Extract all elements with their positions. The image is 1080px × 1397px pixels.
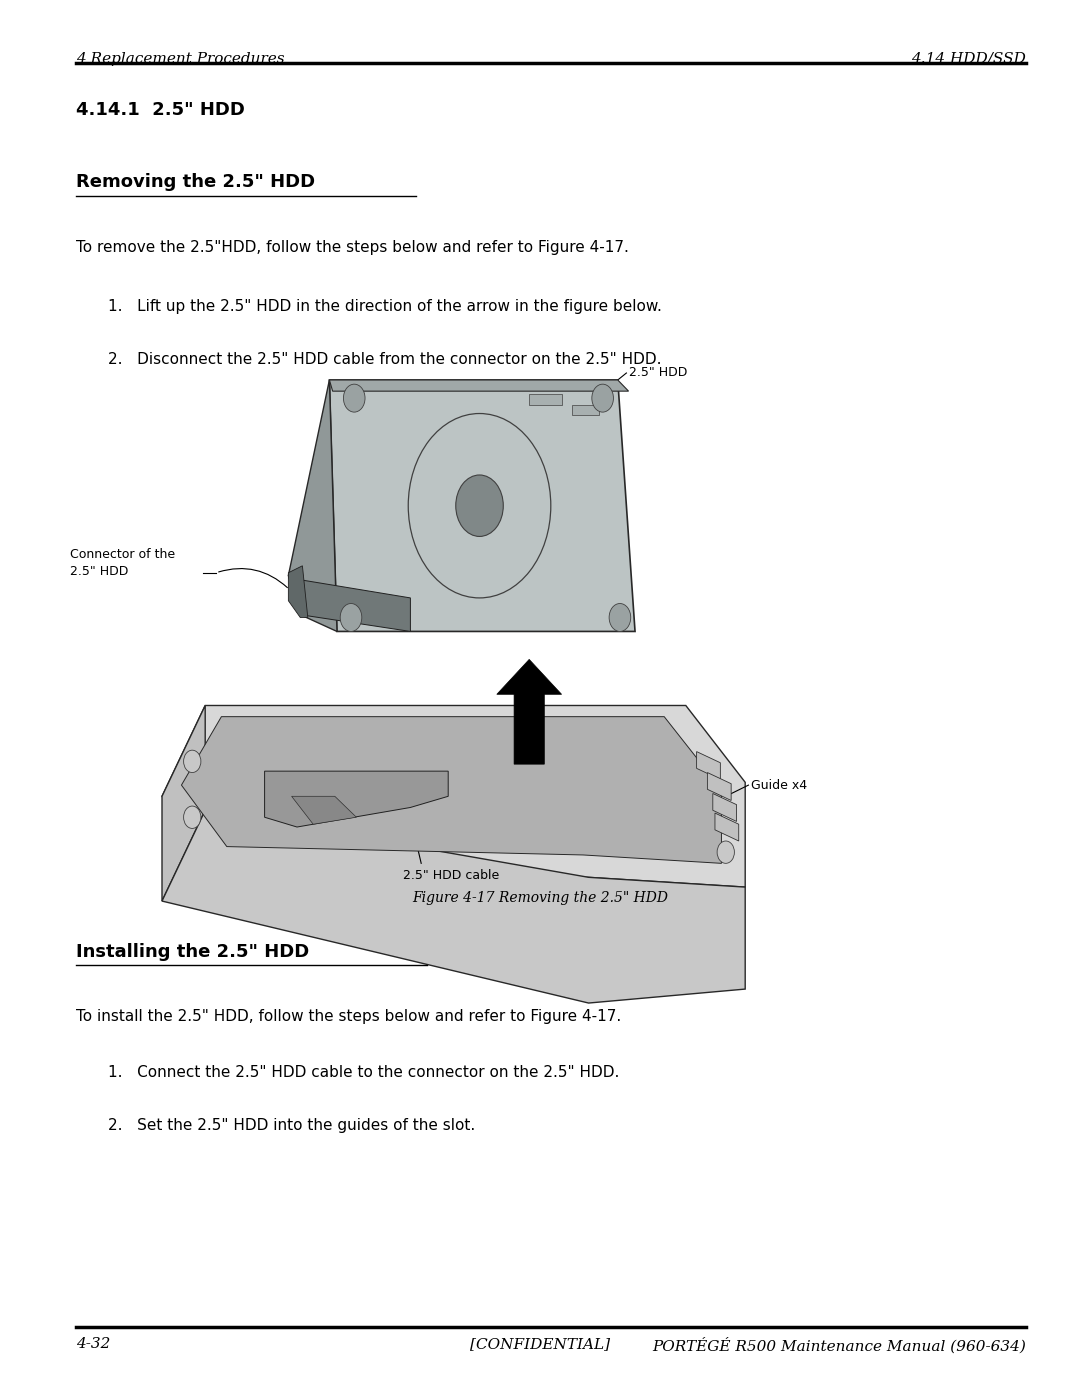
Polygon shape <box>162 810 745 1003</box>
Text: 2.5" HDD: 2.5" HDD <box>629 366 687 380</box>
Text: 2.   Disconnect the 2.5" HDD cable from the connector on the 2.5" HDD.: 2. Disconnect the 2.5" HDD cable from th… <box>108 352 661 367</box>
Polygon shape <box>181 717 721 863</box>
Text: 4.14 HDD/SSD: 4.14 HDD/SSD <box>912 52 1026 66</box>
Polygon shape <box>162 705 205 901</box>
Circle shape <box>184 750 201 773</box>
Circle shape <box>609 604 631 631</box>
Circle shape <box>592 384 613 412</box>
Text: PORTÉGÉ R500 Maintenance Manual (960-634): PORTÉGÉ R500 Maintenance Manual (960-634… <box>652 1337 1026 1354</box>
Polygon shape <box>329 380 635 631</box>
Text: Connector of the
2.5" HDD: Connector of the 2.5" HDD <box>70 548 175 578</box>
Text: [CONFIDENTIAL]: [CONFIDENTIAL] <box>470 1337 610 1351</box>
Circle shape <box>184 806 201 828</box>
Bar <box>572 405 599 415</box>
Text: 4.14.1  2.5" HDD: 4.14.1 2.5" HDD <box>76 101 244 119</box>
Text: Removing the 2.5" HDD: Removing the 2.5" HDD <box>76 173 314 191</box>
Text: 4-32: 4-32 <box>76 1337 110 1351</box>
Polygon shape <box>713 793 737 821</box>
Polygon shape <box>292 796 356 824</box>
Polygon shape <box>497 659 562 764</box>
Text: Guide x4: Guide x4 <box>751 778 807 792</box>
Polygon shape <box>162 705 745 887</box>
Polygon shape <box>329 380 629 391</box>
Text: Figure 4-17 Removing the 2.5" HDD: Figure 4-17 Removing the 2.5" HDD <box>411 891 669 905</box>
Text: Installing the 2.5" HDD: Installing the 2.5" HDD <box>76 943 309 961</box>
Circle shape <box>343 384 365 412</box>
Text: To install the 2.5" HDD, follow the steps below and refer to Figure 4-17.: To install the 2.5" HDD, follow the step… <box>76 1009 621 1024</box>
Text: 1.   Connect the 2.5" HDD cable to the connector on the 2.5" HDD.: 1. Connect the 2.5" HDD cable to the con… <box>108 1065 619 1080</box>
Text: 1.   Lift up the 2.5" HDD in the direction of the arrow in the figure below.: 1. Lift up the 2.5" HDD in the direction… <box>108 299 662 314</box>
Text: 2.5" HDD cable: 2.5" HDD cable <box>403 869 500 882</box>
Polygon shape <box>288 566 308 617</box>
Text: 2.   Set the 2.5" HDD into the guides of the slot.: 2. Set the 2.5" HDD into the guides of t… <box>108 1118 475 1133</box>
Circle shape <box>340 604 362 631</box>
Polygon shape <box>697 752 720 780</box>
Circle shape <box>717 841 734 863</box>
Text: To remove the 2.5"HDD, follow the steps below and refer to Figure 4-17.: To remove the 2.5"HDD, follow the steps … <box>76 240 629 256</box>
Polygon shape <box>715 813 739 841</box>
Polygon shape <box>265 771 448 827</box>
Circle shape <box>456 475 503 536</box>
Bar <box>529 394 562 405</box>
Polygon shape <box>288 380 337 631</box>
Polygon shape <box>707 773 731 800</box>
Polygon shape <box>288 576 410 631</box>
Text: 4 Replacement Procedures: 4 Replacement Procedures <box>76 52 284 66</box>
